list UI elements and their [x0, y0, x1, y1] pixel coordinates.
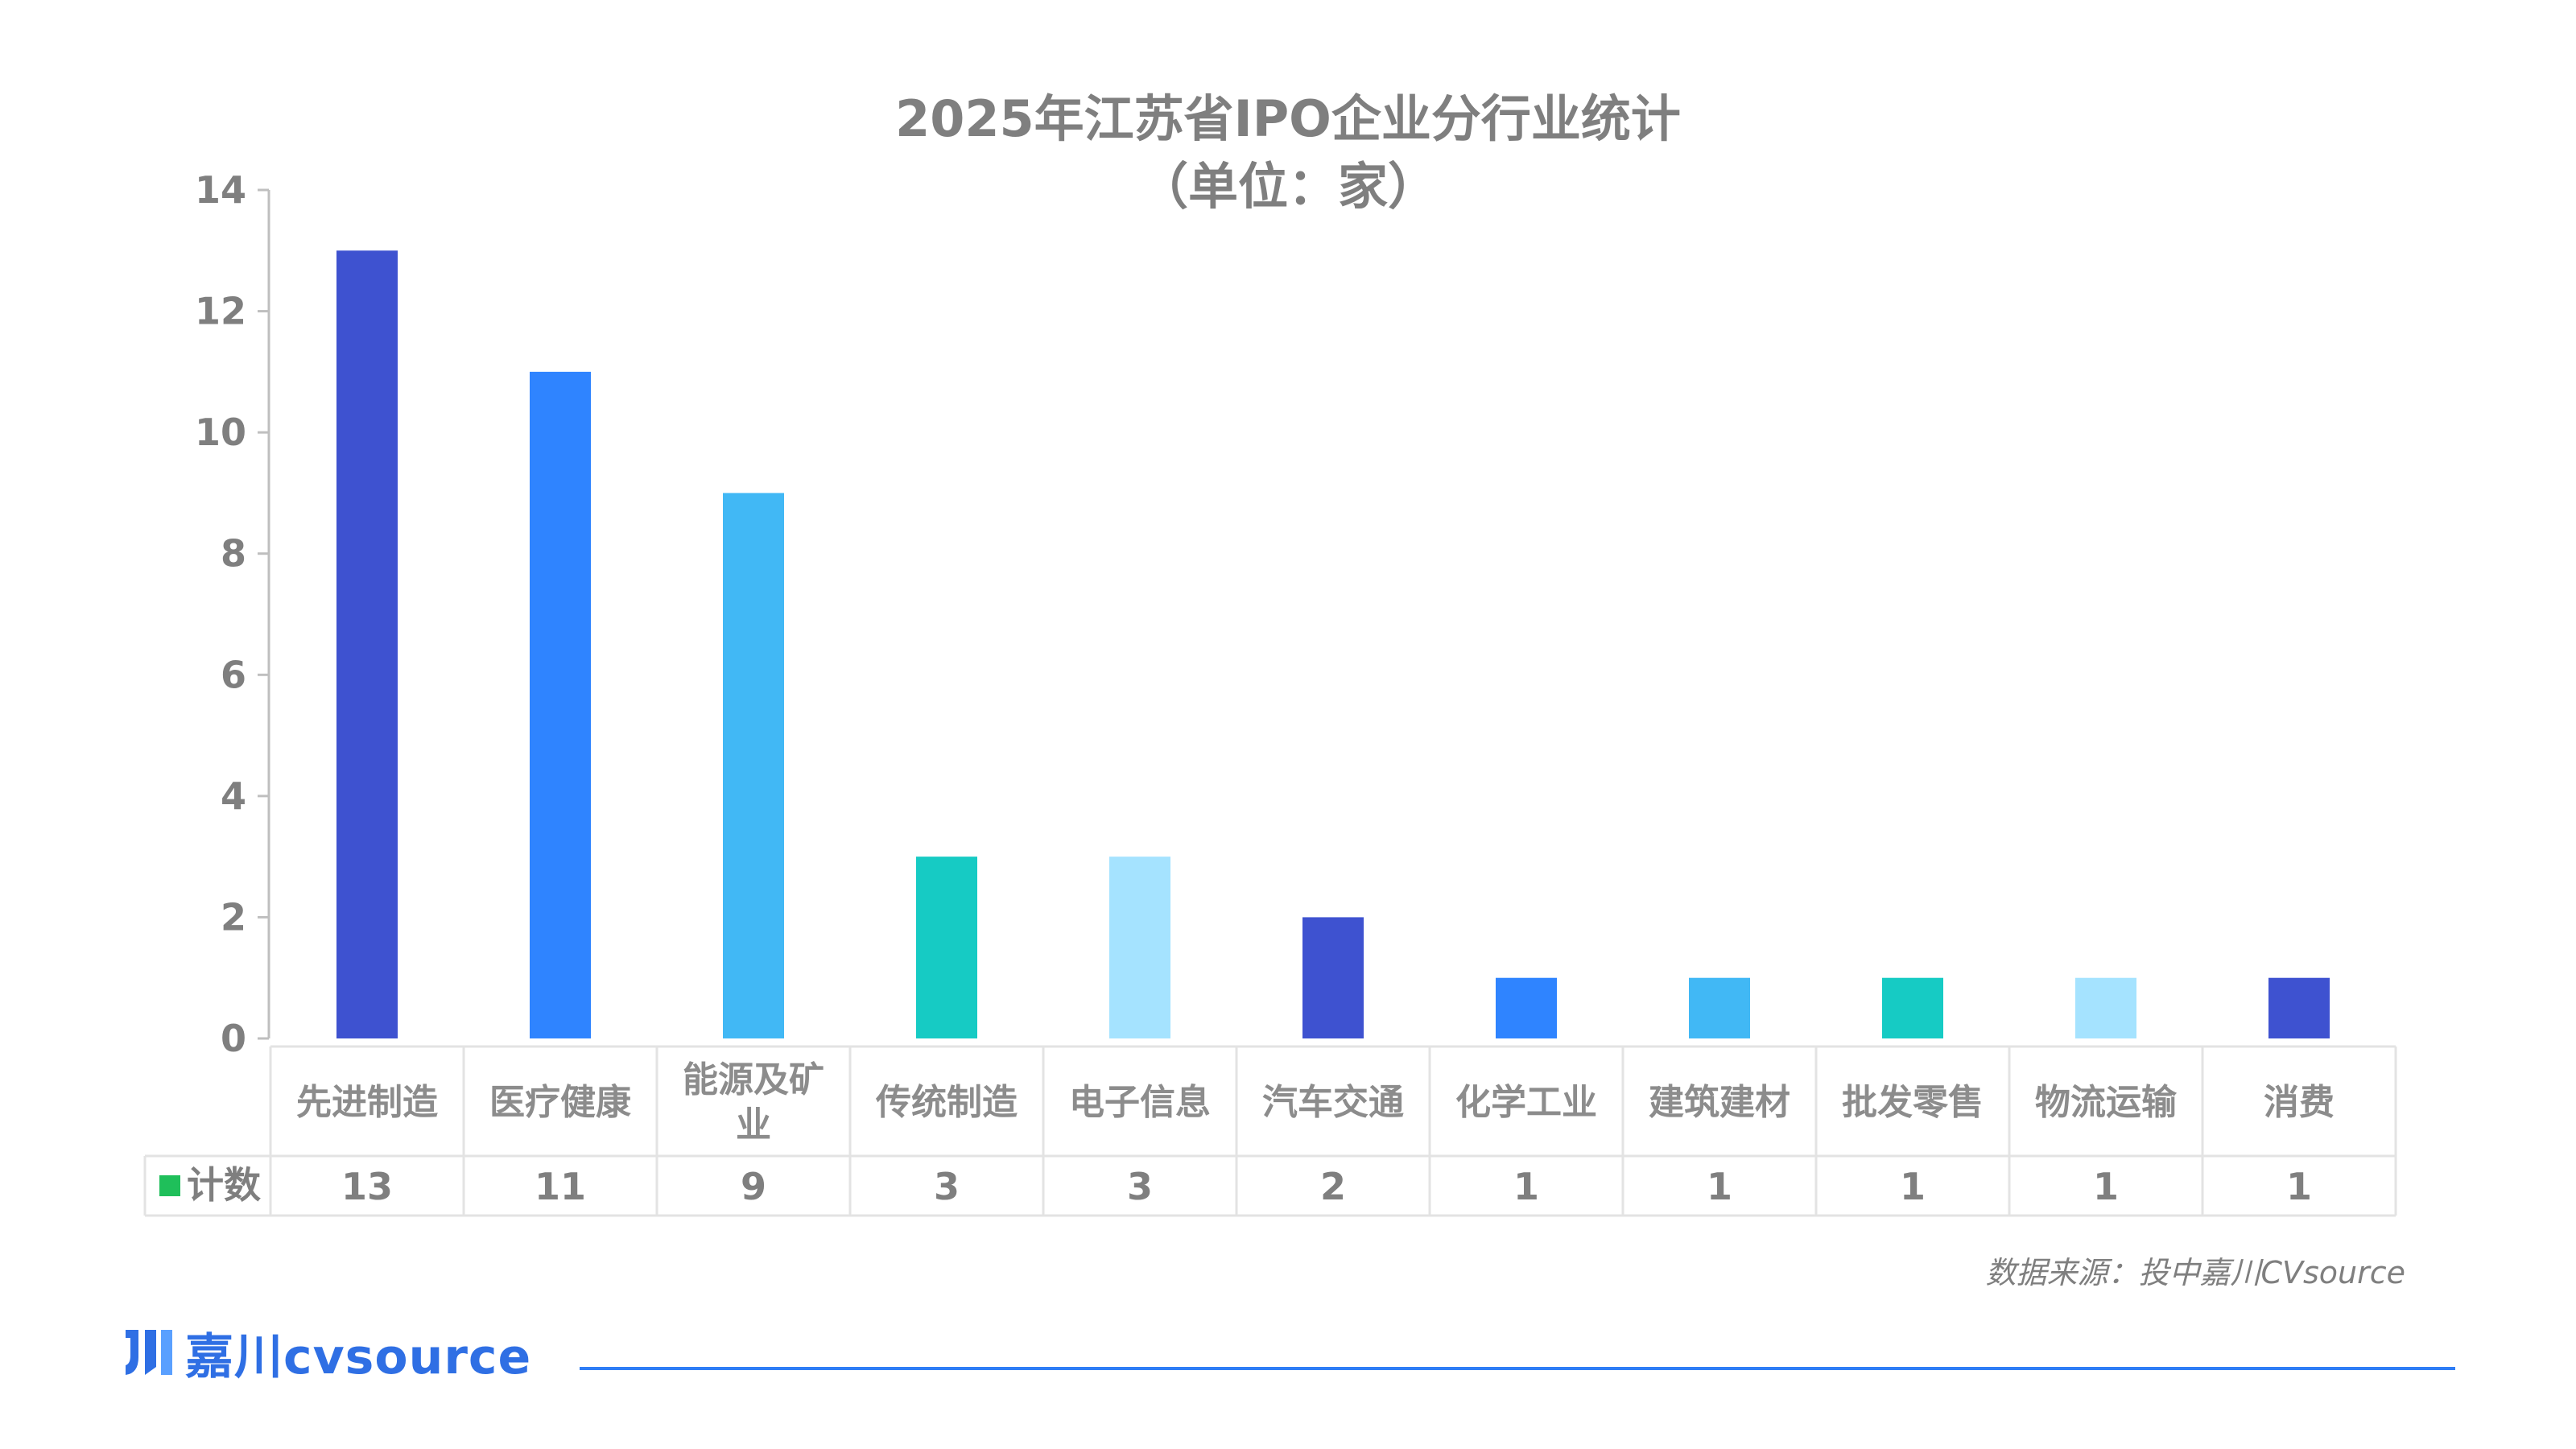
data-value-label: 1 [1513, 1165, 1539, 1208]
y-tick-label: 12 [195, 290, 246, 333]
y-tick-label: 2 [221, 895, 246, 939]
data-value-label: 2 [1320, 1165, 1346, 1208]
category-label: 医疗健康 [489, 1082, 631, 1123]
data-value-label: 1 [1900, 1165, 1926, 1208]
brand-name: 嘉川cvsource [185, 1328, 532, 1385]
chart-title: 2025年江苏省IPO企业分行业统计 [895, 89, 1681, 148]
footer-divider [580, 1367, 2455, 1370]
y-tick-label: 10 [195, 411, 246, 454]
data-value-label: 1 [2286, 1165, 2312, 1208]
category-label: 汽车交通 [1262, 1082, 1404, 1123]
y-tick-label: 4 [221, 774, 246, 818]
bar [916, 857, 977, 1038]
legend-swatch [159, 1175, 180, 1196]
y-tick-label: 6 [221, 653, 246, 696]
data-source-note: 数据来源：投中嘉川CVsource [1985, 1255, 2405, 1290]
category-label: 能源及矿 [683, 1059, 824, 1100]
bar [2075, 977, 2136, 1038]
bar [723, 493, 784, 1038]
data-value-label: 3 [1127, 1165, 1153, 1208]
brand-logo: 嘉川cvsource [121, 1320, 531, 1385]
bar [530, 371, 591, 1038]
y-tick-label: 8 [221, 532, 246, 576]
data-value-label: 11 [535, 1165, 586, 1208]
bar [1302, 917, 1364, 1038]
category-label: 化学工业 [1455, 1082, 1597, 1123]
chart-subtitle: （单位：家） [1137, 157, 1438, 216]
data-value-label: 1 [1707, 1165, 1732, 1208]
data-value-label: 3 [934, 1165, 960, 1208]
y-tick-label: 0 [221, 1017, 246, 1060]
data-value-label: 1 [2093, 1165, 2119, 1208]
bar [2268, 977, 2330, 1038]
category-label: 电子信息 [1069, 1082, 1211, 1123]
category-label: 先进制造 [296, 1082, 438, 1123]
bar [1689, 977, 1750, 1038]
data-value-label: 13 [341, 1165, 393, 1208]
bar [1109, 857, 1170, 1038]
category-label: 业 [736, 1104, 771, 1146]
data-value-label: 9 [741, 1165, 766, 1208]
category-label: 建筑建材 [1649, 1082, 1790, 1123]
series-name-label: 计数 [187, 1163, 261, 1207]
bar [1496, 977, 1557, 1038]
category-label: 物流运输 [2035, 1082, 2178, 1123]
category-label: 传统制造 [875, 1082, 1018, 1123]
bar [1882, 977, 1943, 1038]
category-label: 消费 [2264, 1082, 2334, 1123]
y-tick-label: 14 [195, 168, 246, 212]
cvsource-logo-icon [126, 1330, 172, 1375]
bar [336, 250, 398, 1038]
category-label: 批发零售 [1842, 1082, 1984, 1123]
